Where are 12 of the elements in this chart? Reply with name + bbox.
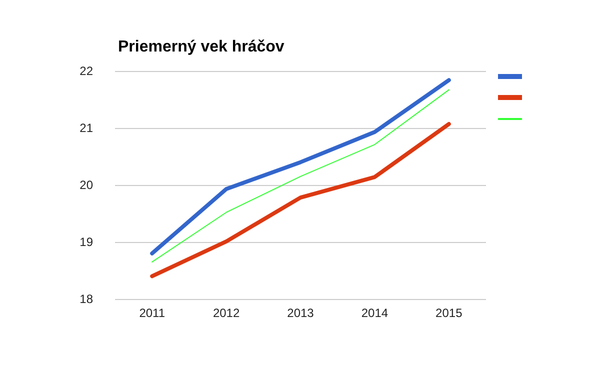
y-tick-label: 21: [80, 121, 94, 135]
y-tick-label: 18: [80, 292, 94, 306]
y-tick-label: 19: [80, 235, 94, 249]
line-series: [150, 122, 451, 278]
x-tick-label: 2015: [436, 306, 463, 320]
y-tick-label: 20: [80, 178, 94, 192]
chart-title: Priemerný vek hráčov: [118, 38, 284, 56]
x-tick-label: 2011: [139, 306, 166, 320]
y-tick-label: 22: [80, 64, 94, 78]
x-tick-label: 2014: [361, 306, 388, 320]
x-tick-label: 2012: [212, 306, 240, 320]
x-tick-label: 2013: [287, 306, 314, 320]
